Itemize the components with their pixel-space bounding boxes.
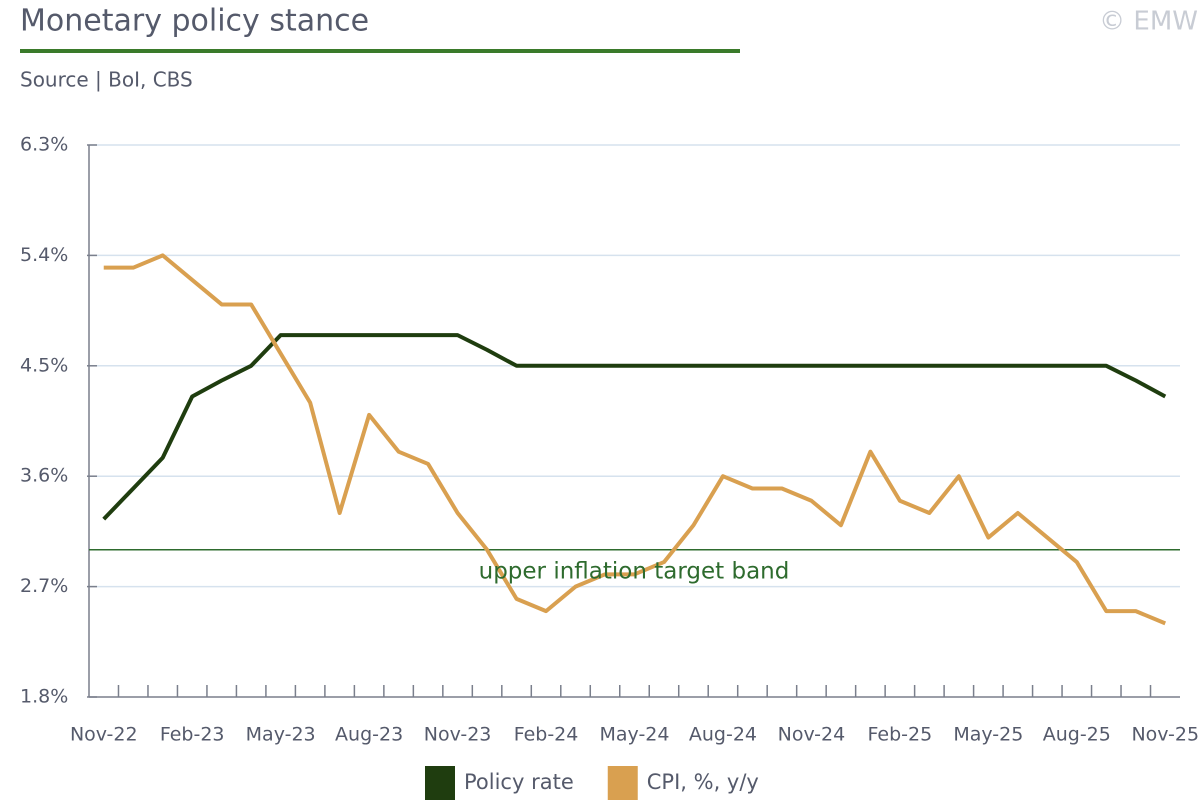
x-tick-label: Nov-24 (778, 724, 846, 746)
y-tick-label: 6.3% (20, 134, 68, 156)
y-tick-label: 3.6% (20, 465, 68, 487)
watermark: © EMW (1099, 7, 1198, 37)
x-tick-label: Feb-24 (514, 724, 579, 746)
y-tick-label: 5.4% (20, 244, 68, 266)
x-tick-label: Aug-25 (1043, 724, 1111, 746)
x-tick-label: May-23 (246, 724, 316, 746)
x-tick-label: May-24 (600, 724, 670, 746)
x-tick-label: Aug-23 (335, 724, 403, 746)
x-tick-label: Aug-24 (689, 724, 757, 746)
x-tick-label: Nov-23 (424, 724, 492, 746)
x-tick-label: Nov-25 (1131, 724, 1199, 746)
y-tick-label: 1.8% (20, 686, 68, 708)
legend-swatch (607, 766, 638, 800)
x-tick-label: Feb-25 (868, 724, 933, 746)
reference-label: upper inflation target band (479, 558, 790, 584)
chart-title: Monetary policy stance (20, 4, 369, 39)
x-tick-label: Feb-23 (160, 724, 225, 746)
legend-label: Policy rate (464, 770, 574, 794)
legend-label: CPI, %, y/y (647, 770, 759, 794)
series-line (103, 253, 1167, 626)
chart-subtitle: Source | BoI, CBS (20, 68, 193, 92)
legend-swatch (425, 766, 455, 800)
y-tick-label: 4.5% (20, 354, 68, 376)
y-tick-label: 2.7% (20, 575, 68, 597)
title-underline (20, 49, 740, 53)
series-line (102, 333, 1167, 521)
x-tick-label: May-25 (953, 724, 1023, 746)
x-tick-label: Nov-22 (70, 724, 138, 746)
